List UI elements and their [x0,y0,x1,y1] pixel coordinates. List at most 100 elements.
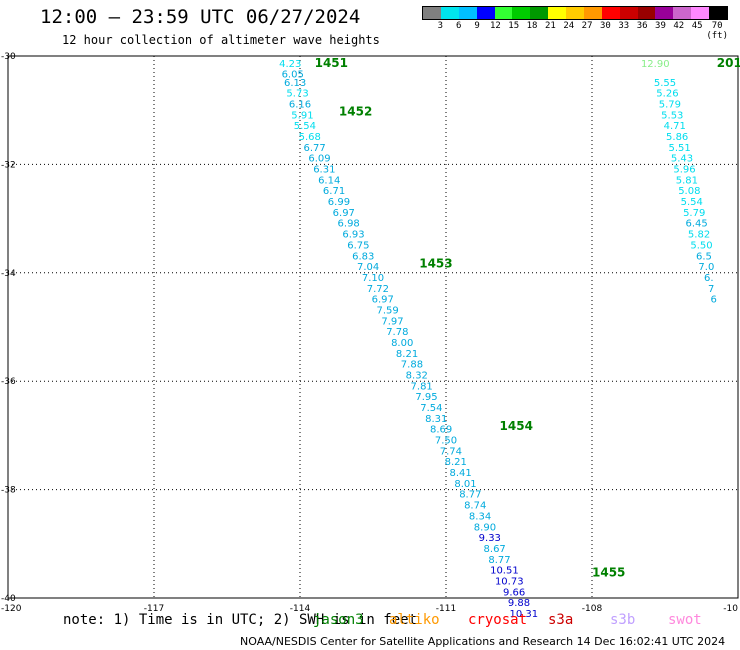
pass-time-label: 1451 [315,56,348,70]
colorbar-cell [619,7,638,19]
wave-height-label: 8.74 [464,501,486,512]
colorbar-label: 18 [526,21,538,31]
pass-time-label: 1452 [339,105,372,119]
wave-height-label: 5.91 [291,110,313,121]
wave-height-label: 7.0 [698,262,714,273]
wave-height-label: 8.34 [469,511,491,522]
colorbar-cell [655,7,674,19]
wave-height-label: 8.21 [445,457,467,468]
colorbar-label: 42 [673,21,685,31]
wave-height-label: 4.71 [664,121,686,132]
wave-height-label: 6.05 [282,70,304,81]
colorbar-label: 30 [600,21,611,31]
wave-height-label: 8.01 [454,479,476,490]
wave-height-label: 10.73 [495,576,524,587]
wave-height-label: 8.31 [425,414,447,425]
wave-height-label: 6.83 [352,251,374,262]
wave-height-label: 5.79 [683,208,705,219]
wave-height-label: 6. [704,273,714,284]
colorbar-label: 3 [437,21,444,31]
wave-height-label: 10.31 [510,609,539,620]
pass-time-label: 1455 [592,565,625,579]
colorbar-label: 27 [581,21,593,31]
colorbar-labels: 3 6 9 12 15 18 21 24 27 30 33 36 39 42 45 70 (ft) [422,21,728,41]
wave-height-label: 6.16 [289,99,311,110]
colorbar-label: 9 [474,21,480,31]
colorbar-cell [566,7,584,19]
colorbar-cell [637,7,656,19]
wave-height-label: 5.86 [666,132,688,143]
x-tick-label: -120 [1,604,22,614]
colorbar-cell [494,7,513,19]
colorbar-cell [583,7,602,19]
wave-height-label: 7.59 [376,305,398,316]
x-tick-label: -108 [582,604,603,614]
colorbar-cell [691,7,709,19]
pass-time-label: 1453 [419,256,452,270]
colorbar [422,6,728,20]
wave-height-label: 6.77 [303,143,325,154]
wave-height-label: 6.31 [313,165,335,176]
satellite-legend-s3b: s3b [610,612,636,628]
wave-height-label: 8.41 [449,468,471,479]
colorbar-cell [530,7,549,19]
wave-height-label: 8.21 [396,349,418,360]
wave-height-label: 9.88 [508,598,530,609]
wave-height-label: 8.69 [430,425,452,436]
wave-height-label: 6.45 [686,219,708,230]
wave-height-label: 7.50 [435,436,457,447]
wave-height-label: 5.53 [661,110,683,121]
wave-height-label: 6.99 [328,197,350,208]
satellite-legend-s3a: s3a [548,612,574,628]
y-tick-label: -36 [1,377,16,387]
colorbar-label: 24 [563,21,575,31]
satellite-legend-cryosat: cryosat [468,612,528,628]
wave-height-label: 8.67 [484,544,506,555]
wave-height-label: 6.97 [372,295,394,306]
wave-height-label: 9.33 [479,533,501,544]
plot-frame [7,55,739,599]
wave-height-label: 5.73 [286,89,308,100]
credit-footer: NOAA/NESDIS Center for Satellite Applica… [240,635,726,648]
wave-height-label: 4.23 [279,59,301,70]
y-tick-label: -38 [1,486,16,496]
wave-height-label: 8.00 [391,338,413,349]
wave-height-label: 6.97 [333,208,355,219]
x-tick-label: -114 [290,604,311,614]
wave-height-label: 6.98 [338,219,360,230]
pass-time-label: 2014 [717,56,740,70]
wave-height-label: 5.79 [659,99,681,110]
wave-height-label: 7.10 [362,273,384,284]
wave-height-label: 7.97 [381,316,403,327]
y-tick-label: -30 [1,52,16,62]
wave-height-label: 10.51 [490,566,519,577]
wave-height-label: 5.26 [656,89,678,100]
wave-height-label: 7.81 [411,381,433,392]
colorbar-cell [709,7,727,19]
colorbar-label: 21 [544,21,556,31]
wave-height-label: 7.78 [386,327,408,338]
wave-height-label: 5.50 [690,240,712,251]
y-tick-label: -34 [1,269,16,279]
satellite-legend-jason3: jason3 [313,612,364,628]
wave-height-label: 5.54 [681,197,703,208]
wave-height-label: 5.08 [678,186,700,197]
x-tick-label: -111 [436,604,456,614]
x-tick-label: -10 [723,604,738,614]
wave-height-label: 7.72 [367,284,389,295]
colorbar-cell [476,7,495,19]
wave-height-label: 6.93 [342,230,364,241]
y-tick-label: -40 [1,594,16,604]
colorbar-label: 6 [455,21,462,31]
wave-height-label: 5.81 [676,175,698,186]
page-title: 12:00 – 23:59 UTC 06/27/2024 [40,6,361,28]
satellite-legend-altiko: altiko [389,612,440,628]
wave-height-label: 12.90 [641,59,670,70]
wave-height-label: 8.77 [459,490,481,501]
wave-height-label: 5.55 [654,78,676,89]
wave-height-label: 5.54 [294,121,316,132]
wave-height-label: 7.88 [401,360,423,371]
wave-height-label: 9.66 [503,587,525,598]
colorbar-cell [440,7,459,19]
